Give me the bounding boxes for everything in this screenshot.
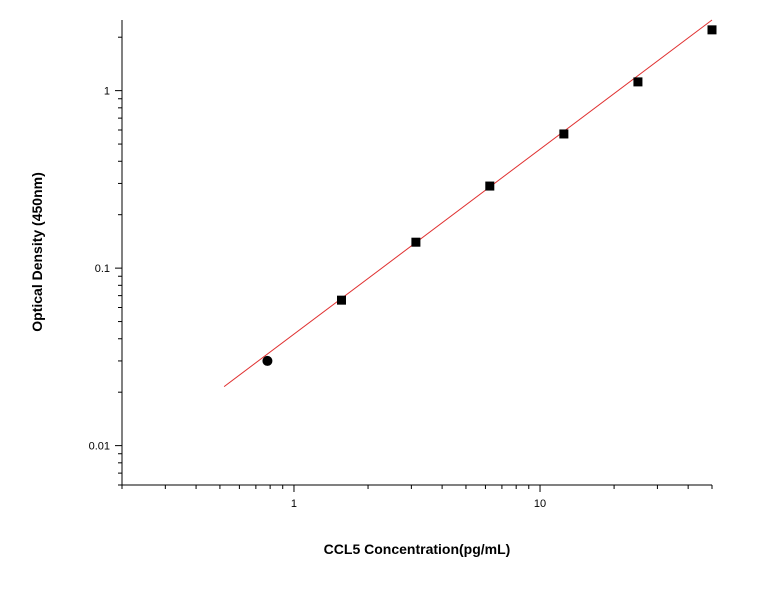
x-tick-label: 1	[291, 498, 297, 510]
data-points	[262, 25, 717, 366]
y-tick-label: 0.01	[89, 441, 110, 453]
y-tick-label: 1	[104, 86, 110, 98]
fit-line-group	[223, 19, 713, 388]
y-axis-title: Optical Density (450nm)	[29, 172, 45, 332]
data-point	[707, 25, 717, 35]
ticks: 1 10 0.01 0.1 1	[89, 36, 713, 510]
axes	[121, 20, 712, 486]
y-tick-label: 0.1	[95, 263, 110, 275]
data-point	[336, 295, 346, 305]
x-axis-title: CCL5 Concentration(pg/mL)	[324, 541, 511, 557]
data-point	[262, 355, 273, 366]
data-point	[411, 237, 421, 247]
x-tick-label: 10	[534, 498, 546, 510]
data-point	[559, 129, 569, 139]
fit-line	[223, 19, 713, 388]
data-point	[485, 181, 495, 191]
data-point	[633, 77, 643, 87]
